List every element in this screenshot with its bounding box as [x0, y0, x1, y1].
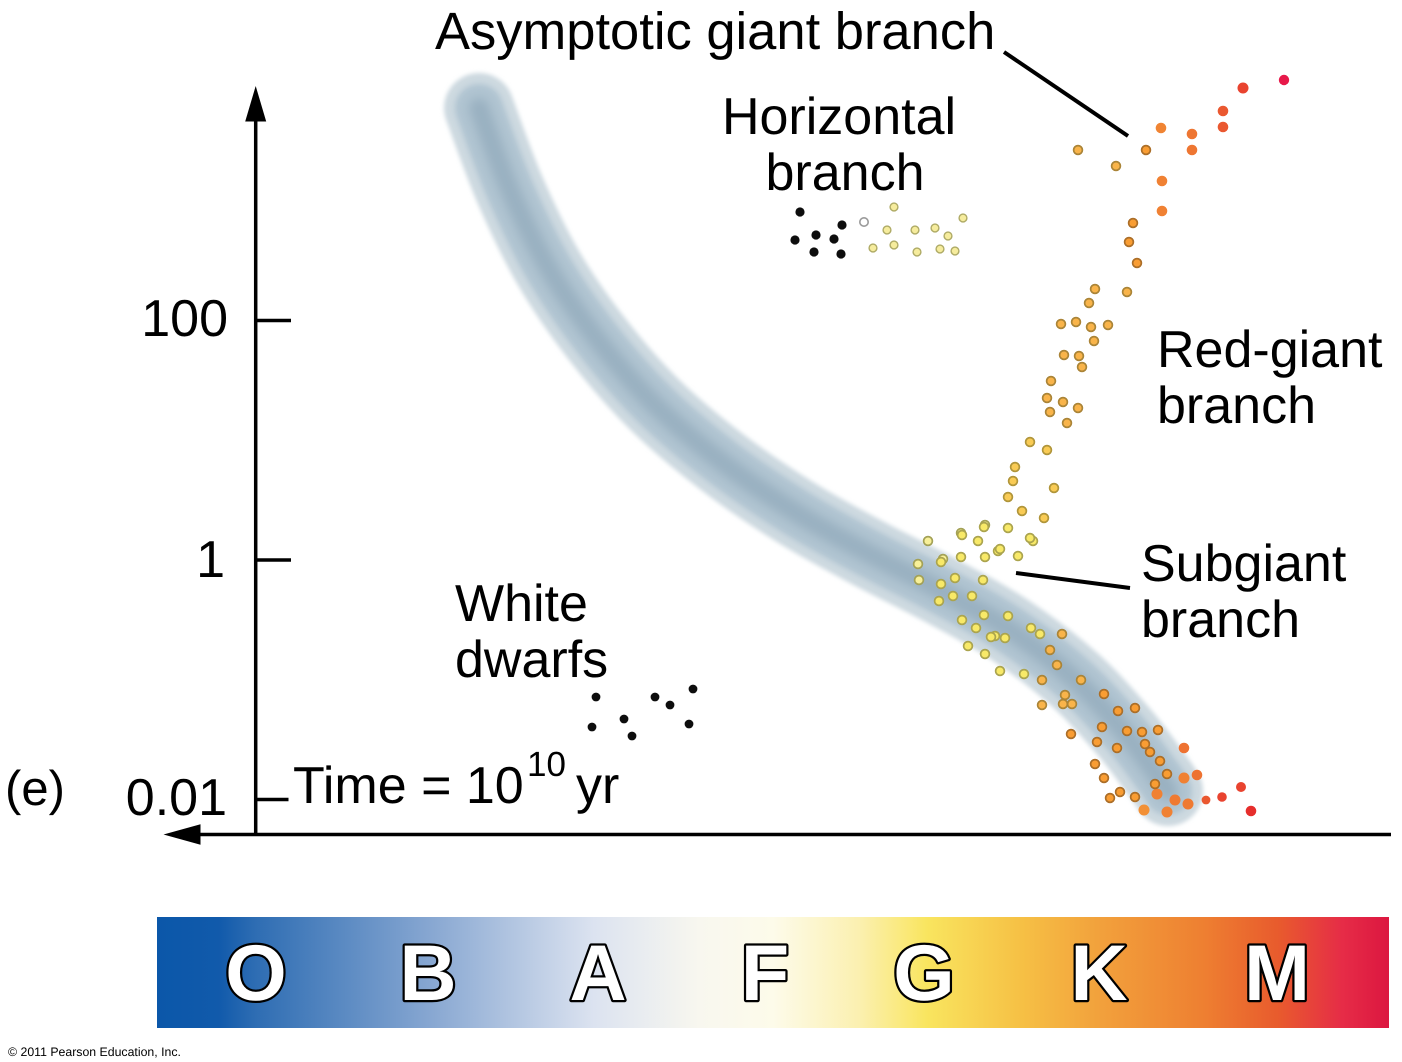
svg-text:Time = 10: Time = 10: [293, 757, 524, 815]
svg-text:dwarfs: dwarfs: [455, 631, 608, 689]
svg-text:(e): (e): [5, 762, 65, 816]
svg-text:K: K: [1070, 928, 1127, 1017]
svg-text:Asymptotic giant branch: Asymptotic giant branch: [435, 2, 995, 61]
svg-text:branch: branch: [1157, 377, 1316, 435]
svg-text:M: M: [1244, 928, 1310, 1017]
svg-text:0.01: 0.01: [126, 769, 227, 827]
svg-text:G: G: [893, 928, 954, 1017]
svg-text:1: 1: [196, 531, 225, 589]
svg-text:branch: branch: [1141, 591, 1300, 649]
svg-text:yr: yr: [576, 757, 619, 815]
svg-text:© 2011 Pearson Education, Inc.: © 2011 Pearson Education, Inc.: [8, 1045, 181, 1059]
svg-text:100: 100: [141, 290, 228, 348]
svg-text:Subgiant: Subgiant: [1141, 535, 1347, 593]
svg-text:White: White: [455, 575, 588, 633]
svg-text:Red-giant: Red-giant: [1157, 321, 1383, 379]
svg-text:branch: branch: [766, 144, 925, 202]
svg-text:F: F: [741, 928, 789, 1017]
svg-text:Horizontal: Horizontal: [722, 88, 956, 146]
svg-text:B: B: [399, 928, 456, 1017]
svg-text:A: A: [569, 928, 626, 1017]
svg-text:O: O: [225, 928, 286, 1017]
